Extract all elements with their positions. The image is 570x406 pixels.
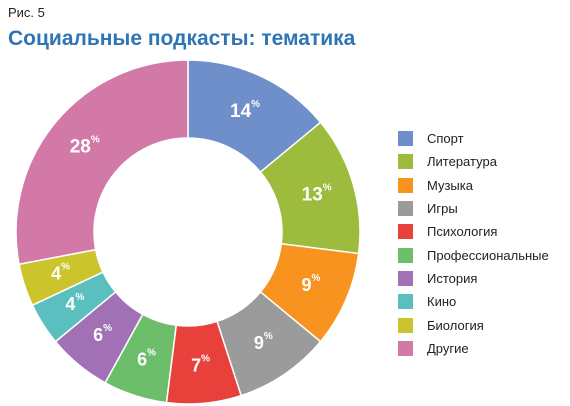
legend-swatch	[398, 270, 413, 286]
legend-item: Музыка	[398, 174, 549, 197]
legend-label: Спорт	[427, 131, 464, 147]
legend-swatch	[398, 224, 413, 240]
legend-item: Кино	[398, 290, 549, 313]
slice-10	[15, 59, 189, 266]
chart-legend: Спорт Литература Музыка Игры Психология Профе…	[398, 127, 549, 360]
legend-swatch	[398, 201, 413, 217]
chart-title: Социальные подкасты: тематика	[8, 27, 356, 50]
legend-label: Игры	[427, 201, 458, 217]
legend-swatch	[398, 247, 413, 263]
legend-item: Другие	[398, 337, 549, 360]
slice-value-label: 6%	[93, 323, 112, 346]
slice-value-label: 13%	[302, 182, 332, 205]
slice-value-label: 6%	[137, 347, 156, 370]
legend-item: Литература	[398, 150, 549, 173]
slice-value-label: 4%	[51, 261, 70, 284]
legend-swatch	[398, 131, 413, 147]
slice-value-label: 7%	[191, 353, 210, 376]
legend-label: История	[427, 270, 478, 286]
legend-item: Биология	[398, 313, 549, 336]
legend-swatch	[398, 317, 413, 333]
legend-item: Игры	[398, 197, 549, 220]
legend-label: Музыка	[427, 177, 473, 193]
legend-label: Биология	[427, 317, 484, 333]
slice-value-label: 28%	[70, 134, 100, 157]
legend-swatch	[398, 177, 413, 193]
slice-value-label: 14%	[230, 98, 260, 121]
legend-item: Психология	[398, 220, 549, 243]
slice-value-label: 9%	[302, 273, 321, 296]
figure-label: Рис. 5	[8, 5, 45, 20]
legend-swatch	[398, 294, 413, 310]
legend-label: Другие	[427, 340, 469, 356]
legend-swatch	[398, 340, 413, 356]
legend-item: Спорт	[398, 127, 549, 150]
legend-label: Психология	[427, 224, 498, 240]
legend-label: Профессиональные	[427, 247, 549, 263]
slice-value-label: 9%	[254, 330, 273, 353]
slice-labels: 14% 13% 9% 9% 7% 6% 6% 4% 4% 28%	[51, 98, 332, 375]
donut-slices	[15, 59, 361, 405]
legend-swatch	[398, 154, 413, 170]
legend-item: История	[398, 267, 549, 290]
legend-label: Литература	[427, 154, 497, 170]
legend-label: Кино	[427, 294, 457, 310]
legend-item: Профессиональные	[398, 243, 549, 266]
slice-value-label: 4%	[65, 291, 84, 314]
